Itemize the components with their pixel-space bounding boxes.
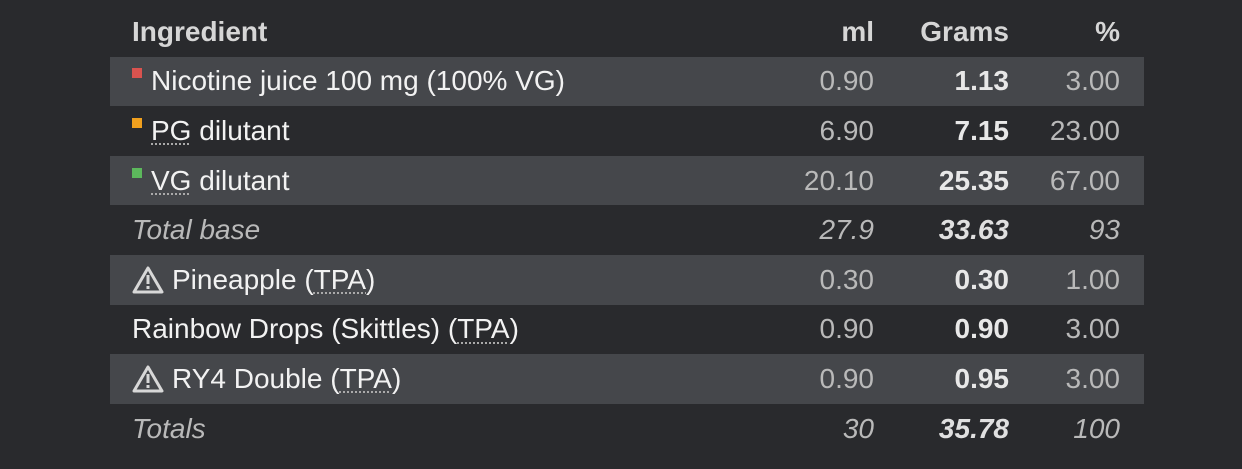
table-row: Pineapple (TPA) 0.30 0.30 1.00 (110, 254, 1144, 305)
ingredient-label: dilutant (191, 164, 290, 196)
flavor-label: Pineapple ( (172, 263, 314, 295)
flavor-name: Pineapple (TPA) (132, 255, 375, 305)
total-base-row: Total base 27.9 33.63 93 (110, 205, 1144, 255)
ingredient-label: dilutant (191, 114, 290, 146)
totals-label: Totals (132, 412, 206, 444)
pg-abbreviation[interactable]: PG (151, 114, 192, 146)
table-row: RY4 Double (TPA) 0.90 0.95 3.00 (110, 354, 1144, 404)
total-base-ml: 27.9 (819, 214, 875, 246)
total-base-label: Total base (132, 214, 261, 246)
vg-abbreviation[interactable]: VG (151, 164, 192, 196)
flavor-label-close: ) (391, 362, 402, 394)
total-base-grams: 33.63 (938, 214, 1009, 246)
flavor-label: Rainbow Drops (Skittles) ( (132, 313, 458, 345)
table-row: VG dilutant 20.10 25.35 67.00 (110, 155, 1144, 206)
table-header-row: Ingredient ml Grams % (110, 7, 1144, 57)
flavor-name: RY4 Double (TPA) (132, 354, 401, 404)
table-row: PG dilutant 6.90 7.15 23.00 (110, 106, 1144, 156)
totals-grams: 35.78 (938, 412, 1009, 444)
grams-value: 0.90 (954, 313, 1010, 345)
flavor-name: Rainbow Drops (Skittles) (TPA) (132, 305, 519, 355)
percent-value: 3.00 (1065, 362, 1121, 394)
grams-value: 25.35 (938, 164, 1009, 196)
grams-value: 1.13 (954, 65, 1010, 97)
table-row: Rainbow Drops (Skittles) (TPA) 0.90 0.90… (110, 305, 1144, 355)
warning-icon[interactable] (132, 365, 164, 393)
ml-value: 6.90 (819, 114, 875, 146)
column-header-percent: % (1095, 15, 1120, 47)
warning-icon[interactable] (132, 266, 164, 294)
totals-ml: 30 (842, 412, 874, 444)
vg-color-swatch (132, 167, 142, 178)
ingredient-name: VG dilutant (132, 156, 290, 206)
total-base-percent: 93 (1088, 214, 1120, 246)
percent-value: 1.00 (1065, 263, 1121, 295)
tpa-abbreviation[interactable]: TPA (457, 313, 510, 345)
percent-value: 3.00 (1065, 313, 1121, 345)
flavor-label-close: ) (366, 263, 376, 295)
ml-value: 0.90 (819, 65, 875, 97)
flavor-label-close: ) (509, 313, 519, 345)
ml-value: 0.90 (819, 313, 875, 345)
pg-color-swatch (132, 117, 142, 128)
tpa-abbreviation[interactable]: TPA (313, 263, 367, 295)
ml-value: 0.30 (819, 263, 875, 295)
flavor-label: RY4 Double ( (172, 362, 340, 394)
ingredient-name: PG dilutant (132, 106, 290, 156)
totals-row: Totals 30 35.78 100 (110, 404, 1144, 454)
ingredient-name: Nicotine juice 100 mg (100% VG) (132, 57, 565, 107)
percent-value: 67.00 (1049, 164, 1120, 196)
ingredient-label: Nicotine juice 100 mg (100% VG) (151, 65, 565, 97)
table-row: Nicotine juice 100 mg (100% VG) 0.90 1.1… (110, 56, 1144, 107)
ml-value: 0.90 (819, 362, 875, 394)
column-header-grams: Grams (920, 15, 1009, 47)
nicotine-color-swatch (132, 68, 142, 79)
ml-value: 20.10 (803, 164, 874, 196)
percent-value: 23.00 (1049, 114, 1120, 146)
totals-percent: 100 (1073, 412, 1120, 444)
tpa-abbreviation[interactable]: TPA (339, 362, 392, 394)
grams-value: 7.15 (954, 114, 1010, 146)
column-header-ml: ml (841, 15, 874, 47)
percent-value: 3.00 (1065, 65, 1121, 97)
grams-value: 0.30 (954, 263, 1010, 295)
column-header-ingredient: Ingredient (132, 15, 268, 47)
recipe-table: Ingredient ml Grams % Nicotine juice 100… (110, 7, 1144, 453)
grams-value: 0.95 (954, 362, 1010, 394)
